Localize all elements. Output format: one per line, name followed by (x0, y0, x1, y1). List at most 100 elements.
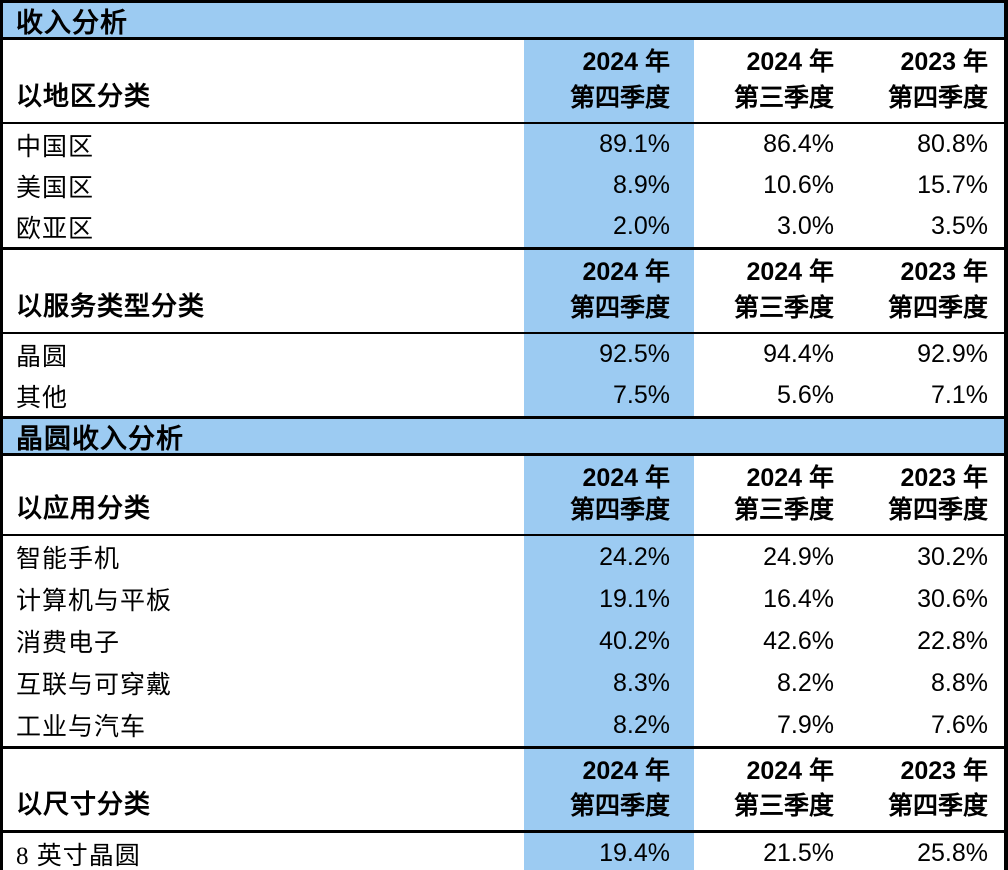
value-cell-2024q3: 8.2% (777, 668, 834, 697)
value-cell-2024q3: 86.4% (763, 130, 834, 158)
value-cell-2023q4: 80.8% (917, 130, 988, 158)
value-cell-2023q4: 30.2% (917, 542, 988, 571)
value-cell-2024q4: 19.1% (524, 578, 694, 620)
period-quarter: 第四季度 (887, 792, 988, 820)
row-label: 消费电子 (16, 630, 121, 657)
period-quarter: 第四季度 (887, 84, 988, 112)
section-title-bar-wafer-revenue: 晶圆收入分析 (3, 419, 1004, 456)
period-header-2024q3: 2024 年 第三季度 (694, 456, 844, 534)
table-row: 其他 7.5% 5.6% 7.1% (3, 375, 1004, 416)
value-cell-2024q3: 24.9% (763, 542, 834, 571)
period-header-2024q3: 2024 年 第三季度 (694, 250, 844, 332)
row-label: 互联与可穿戴 (16, 672, 173, 699)
period-header-2024q4: 2024 年 第四季度 (524, 250, 694, 332)
period-year: 2023 年 (900, 48, 988, 76)
period-year: 2024 年 (582, 258, 670, 286)
period-year: 2024 年 (746, 48, 834, 76)
value-cell-2024q3: 7.9% (777, 710, 834, 739)
value-cell-2024q3: 10.6% (763, 171, 834, 199)
value-cell-2024q4: 92.5% (524, 334, 694, 375)
period-quarter: 第四季度 (887, 294, 988, 322)
table-row: 晶圆 92.5% 94.4% 92.9% (3, 334, 1004, 375)
row-label: 8 英寸晶圆 (16, 842, 141, 870)
table-row: 工业与汽车 8.2% 7.9% 7.6% (3, 704, 1004, 746)
period-header-2024q4: 2024 年 第四季度 (524, 40, 694, 122)
value-cell-2024q4: 89.1% (524, 124, 694, 165)
group-label-size: 以尺寸分类 (16, 789, 152, 819)
value-cell-2024q4: 8.3% (524, 662, 694, 704)
table-rows-region: 中国区 89.1% 86.4% 80.8% 美国区 8.9% 10.6% 15.… (3, 124, 1004, 250)
column-header-row-application: 以应用分类 2024 年 第四季度 2024 年 第三季度 2023 年 第四季… (3, 456, 1004, 536)
value-cell-2024q3: 21.5% (763, 839, 834, 867)
column-header-row-size: 以尺寸分类 2024 年 第四季度 2024 年 第三季度 2023 年 第四季… (3, 749, 1004, 833)
period-quarter: 第三季度 (733, 496, 834, 524)
value-cell-2023q4: 25.8% (917, 839, 988, 867)
table-row: 智能手机 24.2% 24.9% 30.2% (3, 536, 1004, 578)
period-header-2024q3: 2024 年 第三季度 (694, 40, 844, 122)
period-year: 2024 年 (746, 258, 834, 286)
period-header-2024q3: 2024 年 第三季度 (694, 749, 844, 830)
value-cell-2024q3: 42.6% (763, 626, 834, 655)
value-cell-2024q4: 40.2% (524, 620, 694, 662)
period-quarter: 第三季度 (733, 294, 834, 322)
section-title-revenue: 收入分析 (16, 7, 128, 38)
period-year: 2023 年 (900, 258, 988, 286)
value-cell-2023q4: 7.6% (931, 710, 988, 739)
table-rows-service: 晶圆 92.5% 94.4% 92.9% 其他 7.5% 5.6% 7.1% (3, 334, 1004, 419)
row-label: 其他 (16, 384, 69, 412)
table-rows-application: 智能手机 24.2% 24.9% 30.2% 计算机与平板 19.1% 16.4… (3, 536, 1004, 749)
value-cell-2023q4: 22.8% (917, 626, 988, 655)
period-quarter: 第三季度 (733, 84, 834, 112)
value-cell-2023q4: 92.9% (917, 340, 988, 368)
period-year: 2023 年 (900, 464, 988, 492)
period-year: 2023 年 (900, 757, 988, 785)
value-cell-2024q4: 19.4% (524, 833, 694, 870)
value-cell-2024q3: 5.6% (777, 381, 834, 409)
table-row: 美国区 8.9% 10.6% 15.7% (3, 165, 1004, 206)
period-header-2023q4: 2023 年 第四季度 (844, 250, 1004, 332)
value-cell-2023q4: 7.1% (931, 381, 988, 409)
period-quarter: 第四季度 (887, 496, 988, 524)
period-year: 2024 年 (746, 757, 834, 785)
table-rows-size: 8 英寸晶圆 19.4% 21.5% 25.8% (3, 833, 1004, 870)
value-cell-2023q4: 8.8% (931, 668, 988, 697)
row-label: 计算机与平板 (16, 588, 173, 615)
value-cell-2024q4: 24.2% (524, 536, 694, 578)
row-label: 智能手机 (16, 546, 121, 573)
row-label: 中国区 (16, 133, 95, 161)
row-label: 美国区 (16, 174, 95, 202)
period-quarter: 第三季度 (733, 792, 834, 820)
period-header-2023q4: 2023 年 第四季度 (844, 40, 1004, 122)
group-label-application: 以应用分类 (16, 493, 152, 523)
period-year: 2024 年 (582, 464, 670, 492)
group-label-region: 以地区分类 (16, 81, 152, 111)
row-label: 晶圆 (16, 343, 69, 371)
value-cell-2024q3: 3.0% (777, 212, 834, 240)
period-quarter: 第四季度 (569, 84, 670, 112)
table-row: 消费电子 40.2% 42.6% 22.8% (3, 620, 1004, 662)
value-cell-2024q3: 16.4% (763, 584, 834, 613)
row-label: 工业与汽车 (16, 714, 147, 741)
period-year: 2024 年 (582, 48, 670, 76)
group-label-service: 以服务类型分类 (16, 291, 206, 321)
table-row: 计算机与平板 19.1% 16.4% 30.6% (3, 578, 1004, 620)
period-header-2024q4: 2024 年 第四季度 (524, 456, 694, 534)
period-year: 2024 年 (582, 757, 670, 785)
row-label: 欧亚区 (16, 215, 95, 243)
value-cell-2023q4: 3.5% (931, 212, 988, 240)
table-row: 8 英寸晶圆 19.4% 21.5% 25.8% (3, 833, 1004, 870)
period-quarter: 第四季度 (569, 294, 670, 322)
column-header-row-region: 以地区分类 2024 年 第四季度 2024 年 第三季度 2023 年 第四季… (3, 40, 1004, 124)
value-cell-2024q3: 94.4% (763, 340, 834, 368)
table-row: 互联与可穿戴 8.3% 8.2% 8.8% (3, 662, 1004, 704)
value-cell-2023q4: 15.7% (917, 171, 988, 199)
period-quarter: 第四季度 (569, 496, 670, 524)
value-cell-2024q4: 2.0% (524, 206, 694, 247)
period-header-2023q4: 2023 年 第四季度 (844, 456, 1004, 534)
value-cell-2024q4: 8.2% (524, 704, 694, 746)
value-cell-2024q4: 7.5% (524, 375, 694, 416)
section-title-wafer-revenue: 晶圆收入分析 (16, 423, 184, 454)
table-row: 中国区 89.1% 86.4% 80.8% (3, 124, 1004, 165)
period-header-2023q4: 2023 年 第四季度 (844, 749, 1004, 830)
